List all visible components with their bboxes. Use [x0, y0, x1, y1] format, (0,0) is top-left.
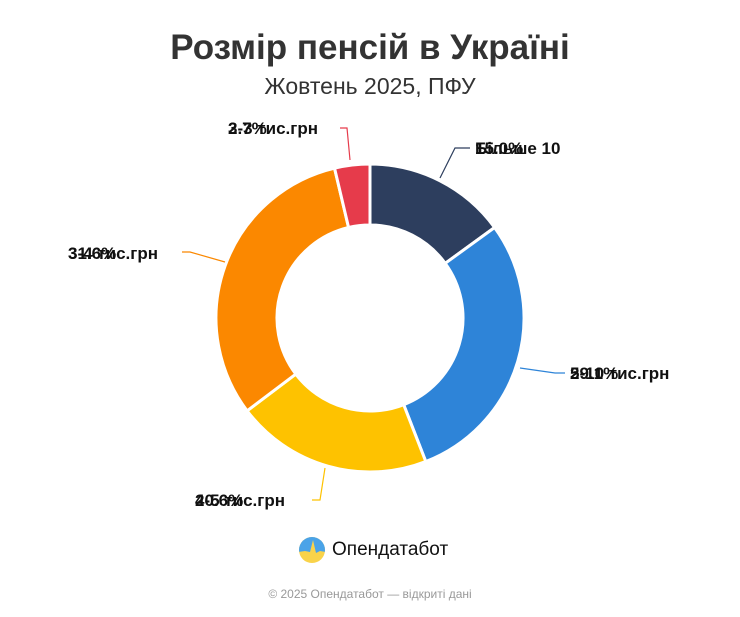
footer: © 2025 Опендатабот — відкриті дані [268, 587, 472, 601]
label-pct-4: 3.7% [228, 119, 267, 138]
leader-line-3 [182, 251, 226, 263]
brand-name: Опендатабот [332, 539, 449, 560]
donut-slice-2 [245, 372, 428, 474]
label-pct-0: 15.0% [475, 139, 524, 158]
label-pct-3: 31.6% [68, 244, 117, 263]
label-pct-2: 20.6% [195, 491, 244, 510]
label-cat-2: 4-5 тис.грн [195, 491, 285, 510]
label-cat-0: Більше 10 [475, 139, 561, 158]
leader-line-0 [439, 147, 470, 179]
leader-line-4 [340, 127, 351, 161]
opendatabot-logo-icon [299, 537, 325, 563]
donut-slice-4 [333, 162, 372, 230]
label-cat-3: 3-4 тис.грн [68, 244, 158, 263]
donut-slice-1 [402, 225, 526, 464]
leader-line-2 [312, 467, 326, 501]
chart-title: Розмір пенсій в Україні [170, 28, 570, 67]
chart-subtitle: Жовтень 2025, ПФУ [264, 73, 476, 99]
brand: Опендатабот [298, 536, 448, 564]
label-pct-1: 29.1% [570, 364, 619, 383]
label-cat-1: 5-10 тис.грн [570, 364, 670, 383]
donut-slice-3 [214, 166, 351, 413]
leader-line-1 [519, 367, 565, 374]
label-cat-4: 2-3 тис.грн [228, 119, 318, 138]
